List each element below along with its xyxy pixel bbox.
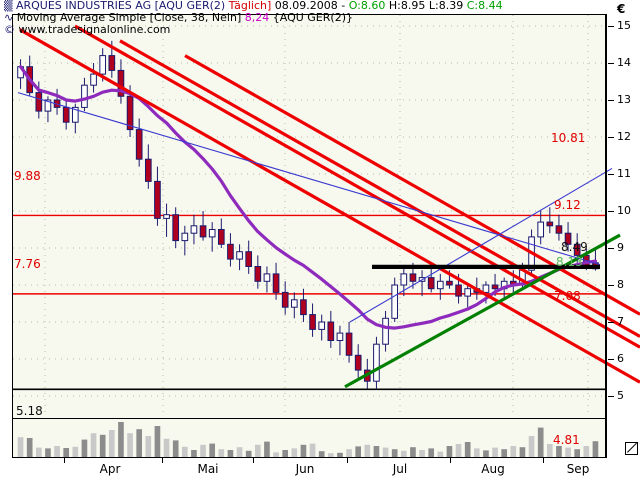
axis-tick-7 — [608, 322, 614, 323]
resistance-label-849: 8.49 — [561, 240, 588, 254]
trend-label-813: 8.13 — [556, 255, 583, 269]
blue-trend-line-down[interactable] — [17, 92, 601, 266]
trendlines — [17, 24, 640, 389]
axis-label-15: 15 — [617, 19, 631, 32]
month-label-Mai: Mai — [197, 462, 219, 476]
axis-label-8: 8 — [617, 278, 624, 291]
candle-icon: ▒ — [4, 0, 13, 12]
axis-tick-9 — [608, 248, 614, 249]
axis-label-10: 10 — [617, 204, 631, 217]
moving-average-line — [19, 65, 597, 330]
resize-handle-icon[interactable] — [625, 442, 638, 455]
red-channel-line-1[interactable] — [19, 28, 640, 384]
target-label-1081: 10.81 — [551, 131, 586, 145]
axis-label-11: 11 — [617, 167, 631, 180]
axis-label-9: 9 — [617, 241, 624, 254]
month-label-Jul: Jul — [392, 462, 408, 476]
axis-label-7: 7 — [617, 315, 624, 328]
support-label-776: 7.76 — [14, 257, 41, 271]
month-tick-Jun — [253, 458, 254, 463]
month-label-Apr: Apr — [99, 462, 121, 476]
indicator-name: Moving Average Simple [Close, 38, Nein] — [16, 11, 242, 24]
instrument-name: ARQUES INDUSTRIES AG [AQU GER(2) — [15, 0, 226, 12]
blue-trend-line-up[interactable] — [349, 167, 613, 323]
indicator-symbol: {AQU GER(2)} — [272, 11, 353, 24]
channel-label-708: 7.08 — [554, 289, 581, 303]
header-line-instrument[interactable]: ▒ ARQUES INDUSTRIES AG [AQU GER(2) Tägli… — [4, 0, 604, 12]
low-value: L:8.39 — [428, 0, 464, 12]
axis-tick-15 — [608, 26, 614, 27]
axis-tick-12 — [608, 137, 614, 138]
quote-date: 08.09.2008 - — [274, 0, 346, 12]
indicator-value: 8,24 — [244, 11, 270, 24]
watermark-text: www.tradesignalonline.com — [18, 23, 171, 36]
resistance-label-988: 9.88 — [14, 169, 41, 183]
close-value: C:8.44 — [466, 0, 503, 12]
month-tick-Sep — [543, 458, 544, 463]
axis-label-5: 5 — [617, 389, 624, 402]
header-line-watermark: © www.tradesignalonline.com — [4, 24, 604, 36]
month-tick-Aug — [450, 458, 451, 463]
price-axis-pane — [606, 14, 640, 458]
month-label-Jun: Jun — [295, 462, 315, 476]
red-channel-line-2[interactable] — [74, 24, 640, 349]
interval-label: Täglich] — [228, 0, 272, 12]
low-label-518: 5.18 — [16, 404, 43, 418]
month-tick-Jul — [347, 458, 348, 463]
axis-tick-14 — [608, 63, 614, 64]
horizontal-reference-lines — [12, 214, 606, 295]
month-label-Sep: Sep — [566, 462, 590, 476]
axis-tick-5 — [608, 396, 614, 397]
axis-tick-6 — [608, 359, 614, 360]
red-channel-line-4[interactable] — [184, 54, 640, 316]
volume-bars — [17, 422, 599, 458]
channel-label-912: 9.12 — [554, 198, 581, 212]
currency-symbol: € — [617, 2, 626, 16]
channel-label-481: 4.81 — [553, 433, 580, 447]
high-value: H:8.95 — [388, 0, 426, 12]
header-line-indicator[interactable]: ∿ Moving Average Simple [Close, 38, Nein… — [4, 12, 604, 24]
axis-tick-11 — [608, 174, 614, 175]
copyright-icon: © — [4, 23, 15, 36]
axis-label-12: 12 — [617, 130, 631, 143]
axis-tick-8 — [608, 285, 614, 286]
month-tick-Apr — [64, 458, 65, 463]
axis-tick-13 — [608, 100, 614, 101]
month-tick-Mai — [162, 458, 163, 463]
axis-tick-10 — [608, 211, 614, 212]
red-channel-line-3[interactable] — [119, 39, 640, 338]
wave-icon: ∿ — [4, 11, 14, 24]
green-uptrend-line[interactable] — [344, 233, 621, 389]
axis-label-14: 14 — [617, 56, 631, 69]
open-value: O:8.60 — [348, 0, 386, 12]
month-label-Aug: Aug — [481, 462, 505, 476]
grid-lines — [13, 15, 605, 417]
axis-label-6: 6 — [617, 352, 624, 365]
axis-label-13: 13 — [617, 93, 631, 106]
chart-header: ▒ ARQUES INDUSTRIES AG [AQU GER(2) Tägli… — [4, 0, 604, 36]
